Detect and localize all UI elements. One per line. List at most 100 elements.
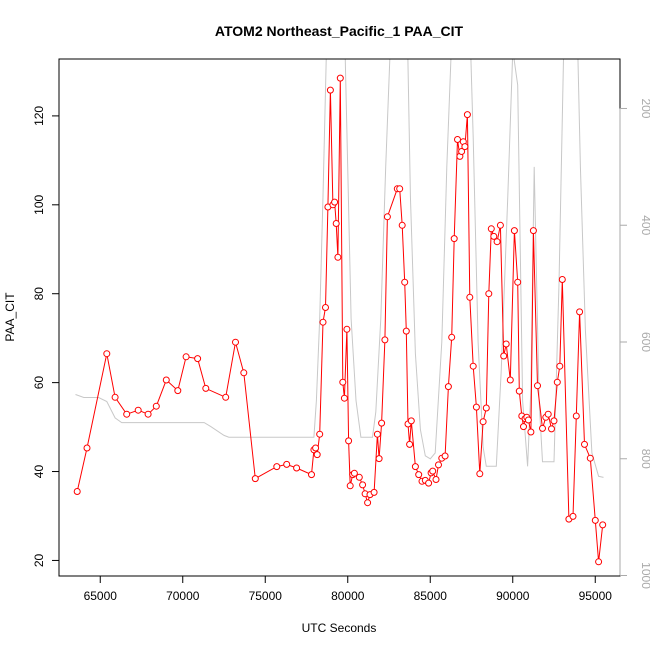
paa-point [334, 253, 342, 261]
paa-point [550, 417, 558, 425]
paa-point [524, 416, 532, 424]
y-tick-label: 80 [32, 287, 46, 301]
paa-point [463, 111, 471, 119]
paa-point [326, 86, 334, 94]
paa-point [222, 393, 230, 401]
paa-point [316, 430, 324, 438]
paa-point [441, 452, 449, 460]
paa-point [529, 227, 537, 235]
altitude-series [75, 59, 604, 478]
paa-point [345, 437, 353, 445]
paa-point [558, 276, 566, 283]
paa-point [595, 558, 603, 566]
paa-point [340, 394, 348, 402]
paa-point [339, 378, 347, 386]
paa-point [182, 353, 190, 361]
paa-point [500, 352, 508, 360]
paa-point [572, 412, 580, 420]
y-tick-label: 20 [32, 553, 46, 567]
paa-point [336, 74, 344, 82]
x-tick-label: 85000 [414, 589, 448, 603]
paa-point [448, 333, 456, 341]
paa-point [406, 440, 414, 448]
x-tick-label: 90000 [496, 589, 530, 603]
paa-point [293, 464, 301, 472]
paa-point [493, 238, 501, 246]
right-tick-label: 800 [639, 449, 650, 469]
paa-point [454, 136, 461, 143]
paa-point [251, 475, 259, 483]
y-tick-label: 40 [32, 465, 46, 479]
paa-point [469, 362, 477, 370]
paa-point [398, 221, 406, 229]
paa-point [534, 382, 541, 390]
paa-point [479, 418, 487, 426]
paa-point [401, 278, 409, 286]
paa-point [322, 304, 329, 311]
paa-point [411, 463, 419, 471]
paa-point [83, 444, 91, 452]
paa-point [312, 444, 320, 452]
paa-point [111, 393, 119, 401]
paa-point [407, 417, 415, 425]
paa-point [490, 232, 498, 240]
paa-point [370, 488, 378, 496]
paa-point [355, 473, 363, 481]
paa-point [485, 290, 493, 298]
paa-point [458, 148, 466, 155]
paa-point [144, 410, 152, 418]
paa-point [232, 338, 239, 346]
x-tick-label: 80000 [331, 589, 365, 603]
chart-title: ATOM2 Northeast_Pacific_1 PAA_CIT [215, 23, 464, 39]
paa-point [544, 410, 552, 418]
paa-point [581, 440, 588, 448]
paa-point [515, 387, 523, 395]
paa-point [162, 376, 170, 384]
paa-point [346, 482, 354, 490]
paa-point [487, 225, 495, 233]
paa-point [472, 403, 480, 411]
paa-point [432, 476, 440, 483]
right-tick-label: 1000 [639, 562, 650, 589]
paa-point [343, 325, 351, 333]
paa-point [364, 499, 372, 507]
right-tick-label: 600 [639, 332, 650, 352]
right-tick-label: 400 [639, 215, 650, 235]
paa-point [331, 198, 339, 206]
paa-point [591, 516, 599, 524]
paa-point [350, 469, 358, 477]
paa-point [425, 479, 433, 487]
paa-point [548, 425, 555, 433]
paa-point [435, 461, 442, 469]
paa-point [134, 406, 142, 414]
paa-point [332, 220, 340, 227]
paa-point [123, 410, 131, 418]
right-tick-label: 200 [639, 98, 650, 118]
paa-point [539, 424, 546, 432]
y-axis: 20 40 60 80 100 120 [32, 106, 60, 567]
paa-point [103, 350, 111, 358]
paa-point [556, 362, 564, 370]
right-axis: 200 400 600 800 1000 [619, 98, 650, 589]
paa-point [375, 455, 383, 463]
paa-point [202, 384, 210, 392]
paa-point [378, 419, 386, 427]
x-tick-label: 95000 [579, 589, 613, 603]
altitude-line [75, 59, 604, 478]
y-tick-label: 120 [32, 106, 46, 126]
paa-point [461, 143, 469, 151]
paa-point [381, 336, 389, 344]
paa-line [76, 78, 604, 562]
paa-point [506, 376, 514, 384]
paa-point [476, 470, 484, 478]
paa-series [73, 74, 607, 566]
paa-point [313, 451, 321, 459]
paa-point [520, 423, 527, 431]
paa-point [240, 369, 248, 377]
paa-point [174, 387, 182, 395]
paa-point [586, 454, 594, 462]
paa-point [553, 378, 561, 386]
paa-point [444, 383, 452, 391]
paa-point [73, 488, 81, 495]
